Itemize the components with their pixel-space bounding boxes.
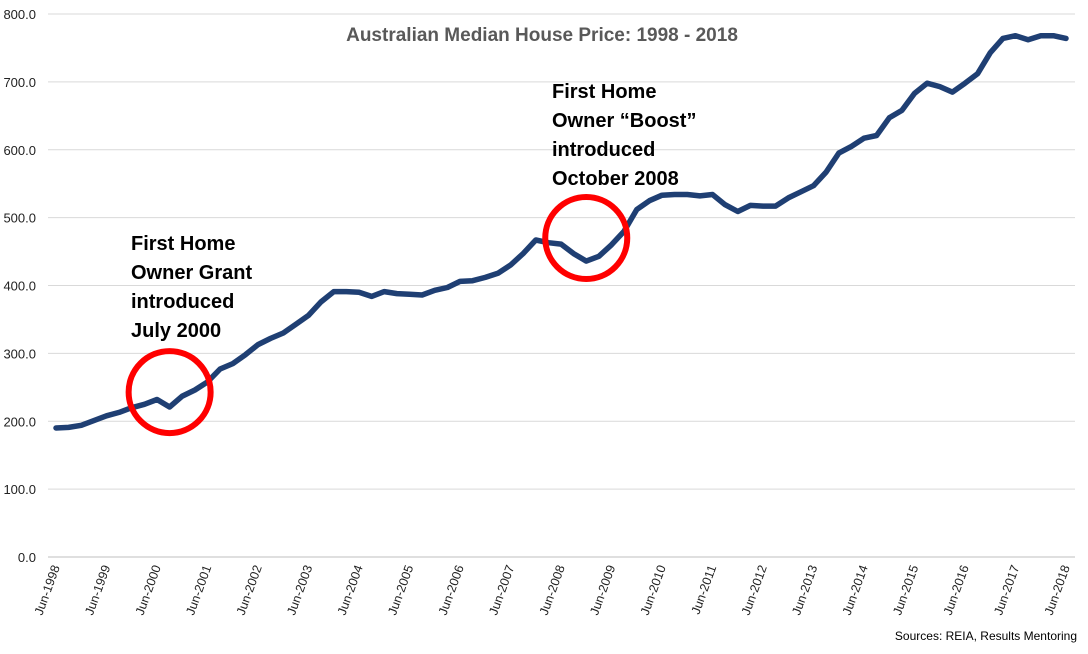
x-tick-label: Jun-2014 [840,563,871,617]
y-tick-label: 100.0 [3,482,36,497]
x-tick-label: Jun-2000 [133,563,164,617]
x-tick-label: Jun-2010 [638,563,669,617]
x-tick-label: Jun-2018 [1042,563,1073,617]
x-tick-label: Jun-2009 [587,563,618,617]
x-axis-ticks: Jun-1998 Jun-1999 Jun-2000 Jun-2001 Jun-2002… [32,563,1073,617]
annotation-line: July 2000 [131,320,221,342]
annotation-line: October 2008 [552,168,679,190]
y-tick-label: 400.0 [3,279,36,294]
chart-title: Australian Median House Price: 1998 - 20… [346,25,738,46]
y-axis-ticks: 0.0 100.0 200.0 300.0 400.0 500.0 600.0 700.0 80… [3,7,36,565]
x-tick-label: Jun-2007 [486,563,517,617]
x-tick-label: Jun-2002 [234,563,265,617]
highlight-circle [542,193,631,282]
x-tick-label: Jun-1998 [32,563,63,617]
x-tick-label: Jun-1999 [82,563,113,617]
x-tick-label: Jun-2013 [789,563,820,617]
gridlines [48,13,1075,558]
x-tick-label: Jun-2004 [335,563,366,617]
annotations: First Home Owner Grant introduced July 2000… [125,81,696,437]
y-tick-label: 300.0 [3,346,36,361]
highlight-circle [125,348,214,437]
y-tick-label: 600.0 [3,143,36,158]
x-tick-label: Jun-2011 [689,563,720,616]
x-tick-label: Jun-2017 [991,563,1022,617]
x-tick-label: Jun-2016 [941,563,972,617]
series-line [53,32,1069,431]
y-tick-label: 800.0 [3,7,36,22]
annotation-line: introduced [131,291,234,313]
x-tick-label: Jun-2001 [183,563,214,617]
x-tick-label: Jun-2015 [890,563,921,617]
x-tick-label: Jun-2012 [739,563,770,617]
annotation-line: Owner Grant [131,262,252,284]
x-tick-label: Jun-2005 [385,563,416,617]
y-tick-label: 200.0 [3,414,36,429]
series-layer [53,32,1069,431]
annotation-line: Owner “Boost” [552,110,696,132]
annotation-line: First Home [131,233,235,255]
y-tick-label: 500.0 [3,211,36,226]
chart-source: Sources: REIA, Results Mentoring [895,629,1077,643]
x-tick-label: Jun-2006 [436,563,467,617]
y-tick-label: 700.0 [3,75,36,90]
annotation-line: introduced [552,139,655,161]
x-tick-label: Jun-2008 [537,563,568,617]
x-tick-label: Jun-2003 [284,563,315,617]
y-tick-label: 0.0 [18,550,36,565]
annotation-line: First Home [552,81,656,103]
